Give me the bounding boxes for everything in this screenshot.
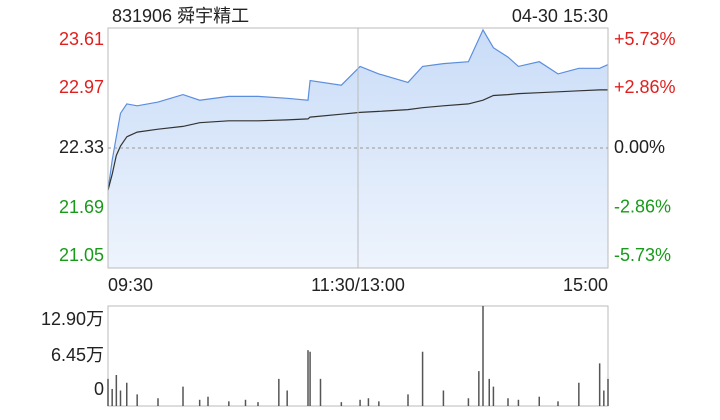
- volume-bar: [115, 374, 118, 406]
- volume-bar: [307, 350, 309, 406]
- volume-bar: [367, 398, 370, 406]
- volume-bar: [407, 394, 409, 406]
- y-tick-label: 23.61: [59, 29, 104, 49]
- volume-bar: [111, 388, 113, 406]
- y-tick-label: 12.90万: [41, 309, 104, 329]
- y2-tick-label: -2.86%: [614, 197, 671, 217]
- volume-bar: [257, 402, 259, 406]
- volume-bar: [136, 394, 138, 406]
- volume-bar: [467, 398, 470, 406]
- x-tick-label: 09:30: [108, 275, 153, 295]
- volume-bar: [359, 399, 361, 406]
- volume-bar: [107, 378, 109, 406]
- average-line: [107, 89, 608, 191]
- volume-bar: [603, 390, 605, 406]
- x-tick-label: 15:00: [563, 275, 608, 295]
- y2-tick-label: 0.00%: [614, 137, 665, 157]
- volume-bar: [198, 399, 201, 406]
- volume-bar: [207, 396, 209, 406]
- volume-bar: [119, 390, 122, 406]
- volume-bar: [319, 378, 322, 406]
- volume-bar: [378, 401, 380, 406]
- volume-bar: [244, 399, 247, 406]
- chart-time: 04-30 15:30: [512, 6, 608, 26]
- volume-bar: [157, 398, 159, 406]
- volume-bar: [578, 382, 580, 406]
- volume-bar: [538, 396, 540, 406]
- y2-tick-label: -5.73%: [614, 245, 671, 265]
- volume-bar: [598, 363, 601, 406]
- volume-bar: [557, 401, 559, 406]
- volume-bar: [421, 351, 424, 406]
- chart-title: 831906 舜宇精工: [112, 6, 249, 26]
- volume-bar: [309, 351, 311, 406]
- y2-tick-label: +5.73%: [614, 29, 676, 49]
- plot-border: [107, 305, 609, 407]
- volume-bar: [607, 378, 609, 406]
- y-tick-label: 21.69: [59, 197, 104, 217]
- y-tick-label: 21.05: [59, 245, 104, 265]
- volume-bar: [478, 371, 480, 406]
- y-tick-label: 22.33: [59, 137, 104, 157]
- volume-bar: [488, 378, 490, 406]
- volume-bar: [182, 386, 184, 406]
- y2-tick-label: +2.86%: [614, 77, 676, 97]
- volume-bar: [442, 390, 445, 406]
- y-tick-label: 0: [94, 379, 104, 399]
- volume-bar: [517, 399, 520, 406]
- y-tick-label: 22.97: [59, 77, 104, 97]
- volume-bar: [492, 386, 495, 406]
- y-tick-label: 6.45万: [51, 345, 104, 365]
- price-line: [107, 28, 609, 191]
- volume-bar: [340, 402, 343, 406]
- volume-bar: [507, 398, 509, 406]
- volume-bar: [126, 382, 128, 406]
- volume-bar: [228, 401, 230, 406]
- volume-bar: [482, 306, 484, 406]
- volume-bar: [278, 378, 280, 406]
- x-tick-label: 11:30/13:00: [311, 275, 405, 295]
- volume-bar: [286, 390, 288, 406]
